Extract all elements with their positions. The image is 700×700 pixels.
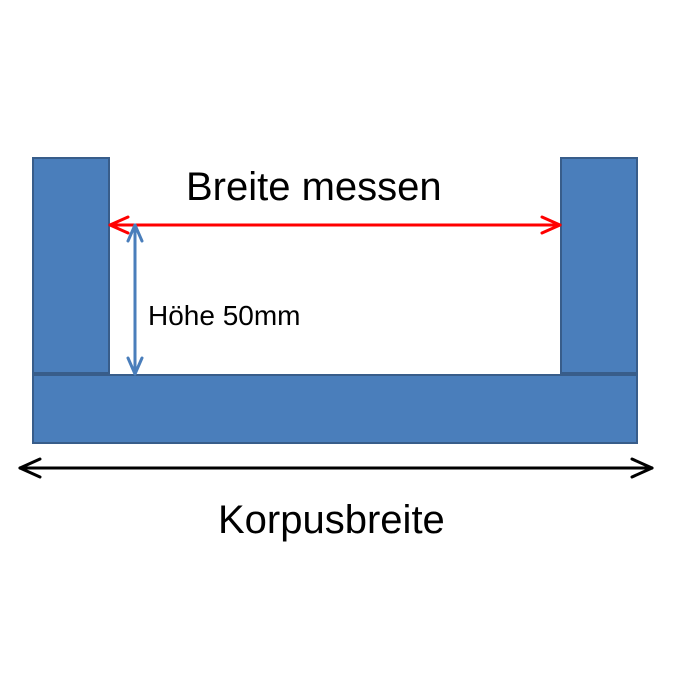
base-shape — [32, 374, 638, 444]
right-post-shape — [560, 157, 638, 374]
label-korpusbreite: Korpusbreite — [218, 498, 445, 543]
label-hoehe: Höhe 50mm — [148, 300, 301, 332]
label-breite-messen: Breite messen — [186, 165, 442, 210]
diagram-stage: Breite messen Höhe 50mm Korpusbreite — [0, 0, 700, 700]
left-post-shape — [32, 157, 110, 374]
